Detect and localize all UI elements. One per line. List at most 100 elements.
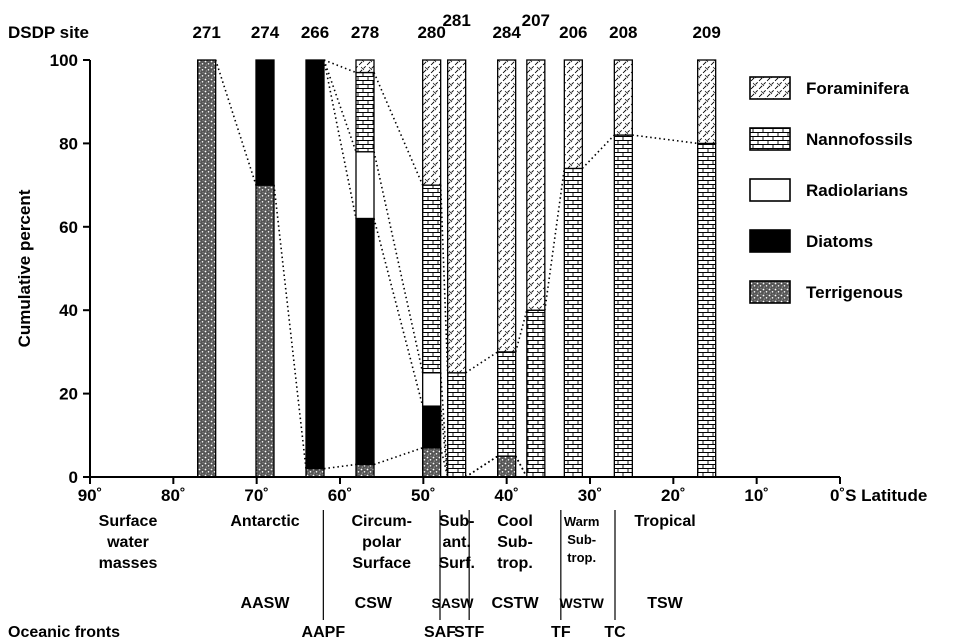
legend-swatch-nannofossils — [749, 127, 791, 151]
bar-segment-foraminifera — [497, 59, 517, 353]
x-tick-label: 20˚ — [661, 486, 686, 505]
connector-line — [514, 455, 528, 478]
water-mass-label: Surf. — [438, 555, 474, 572]
water-mass-label: Tropical — [634, 513, 695, 530]
x-tick-label: 30˚ — [578, 486, 603, 505]
y-tick-label: 0 — [69, 468, 78, 487]
water-mass-label: trop. — [497, 555, 533, 572]
site-number-label: 208 — [609, 23, 637, 42]
water-mass-abbrev: TSW — [647, 595, 683, 612]
y-tick-label: 20 — [59, 385, 78, 404]
bar-segment-radiolarians — [422, 372, 442, 407]
water-mass-abbrev: SASW — [432, 595, 475, 611]
bar-segment-nannofossils — [497, 351, 517, 457]
connector-line — [214, 59, 257, 186]
connector-line — [439, 447, 449, 478]
x-tick-label: 70˚ — [244, 486, 269, 505]
connector-line — [514, 455, 528, 478]
legend-swatch-terrigenous — [749, 280, 791, 304]
water-mass-label: ant. — [442, 534, 470, 551]
water-mass-label: Circum- — [351, 513, 411, 530]
site-number-label: 274 — [251, 23, 280, 42]
bar-segment-foraminifera — [447, 59, 467, 374]
bar-segment-foraminifera — [563, 59, 583, 170]
bar-segment-radiolarians — [355, 151, 375, 220]
water-mass-label: Sub- — [567, 532, 596, 547]
connector-line — [323, 463, 357, 470]
connector-line — [273, 185, 307, 469]
legend-swatch-foraminifera — [749, 76, 791, 100]
water-mass-label: Warm — [564, 514, 600, 529]
water-mass-label: polar — [362, 534, 401, 551]
y-tick-label: 100 — [50, 51, 78, 70]
water-mass-header-line-3: masses — [99, 555, 158, 572]
front-label: TF — [551, 624, 571, 641]
bar-segment-foraminifera — [697, 59, 717, 145]
bar-segment-nannofossils — [447, 372, 467, 478]
site-number-label: 278 — [351, 23, 379, 42]
bar-segment-terrigenous — [422, 447, 442, 478]
site-number-label: 280 — [417, 23, 445, 42]
water-mass-abbrev: CSTW — [491, 595, 539, 612]
legend-label-foraminifera: Foraminifera — [806, 79, 910, 98]
site-number-label: 206 — [559, 23, 587, 42]
bar-segment-terrigenous — [197, 59, 217, 478]
x-tick-label: 60˚ — [328, 486, 353, 505]
bar-segment-nannofossils — [526, 309, 546, 478]
legend-swatch-radiolarians — [749, 178, 791, 202]
bar-segment-diatoms — [355, 217, 375, 466]
connector-line — [373, 447, 423, 466]
y-tick-label: 60 — [59, 218, 78, 237]
front-label: STF — [454, 624, 484, 641]
x-tick-label: 10˚ — [744, 486, 769, 505]
water-mass-label: Sub- — [439, 513, 475, 530]
front-label: SAF — [424, 624, 456, 641]
water-mass-abbrev: AASW — [241, 595, 291, 612]
connector-line — [439, 185, 449, 373]
bar-segment-terrigenous — [497, 455, 517, 478]
connector-line — [373, 72, 424, 186]
bar-segment-foraminifera — [526, 59, 546, 311]
connector-line — [514, 455, 528, 478]
legend-label-terrigenous: Terrigenous — [806, 283, 903, 302]
legend-label-radiolarians: Radiolarians — [806, 181, 908, 200]
bar-segment-diatoms — [305, 59, 325, 470]
connector-line — [465, 455, 499, 478]
bar-segment-foraminifera — [422, 59, 442, 186]
bar-segment-nannofossils — [697, 142, 717, 478]
water-mass-header-line-2: water — [106, 534, 149, 551]
bar-segment-foraminifera — [613, 59, 633, 136]
bar-segment-diatoms — [255, 59, 275, 186]
connector-line — [373, 218, 424, 407]
legend-swatch-diatoms — [749, 229, 791, 253]
water-mass-label: Sub- — [497, 534, 533, 551]
bar-segment-nannofossils — [563, 167, 583, 478]
bar-segment-nannofossils — [355, 71, 375, 153]
fronts-header-label: Oceanic fronts — [8, 624, 120, 641]
bar-segment-terrigenous — [255, 184, 275, 478]
bar-segment-nannofossils — [422, 184, 442, 374]
connector-line — [632, 134, 698, 145]
connector-line — [323, 59, 357, 153]
y-tick-label: 40 — [59, 301, 78, 320]
front-label: TC — [604, 624, 626, 641]
connector-line — [323, 59, 357, 74]
water-mass-header-line-1: Surface — [99, 513, 158, 530]
connector-line — [514, 309, 528, 353]
bar-segment-terrigenous — [355, 463, 375, 478]
connector-line — [323, 59, 357, 219]
x-tick-label: 0˚S Latitude — [830, 486, 927, 505]
connector-line — [373, 151, 424, 373]
water-mass-label: Antarctic — [230, 513, 299, 530]
water-mass-label: trop. — [567, 550, 596, 565]
x-tick-label: 80˚ — [161, 486, 186, 505]
water-mass-label: Surface — [352, 555, 411, 572]
site-header-label: DSDP site — [8, 23, 89, 42]
connector-line — [439, 406, 449, 478]
site-number-label: 266 — [301, 23, 329, 42]
site-number-label: 284 — [492, 23, 521, 42]
water-mass-label: Cool — [497, 513, 533, 530]
bar-segment-nannofossils — [613, 134, 633, 478]
bar-segment-terrigenous — [305, 468, 325, 478]
